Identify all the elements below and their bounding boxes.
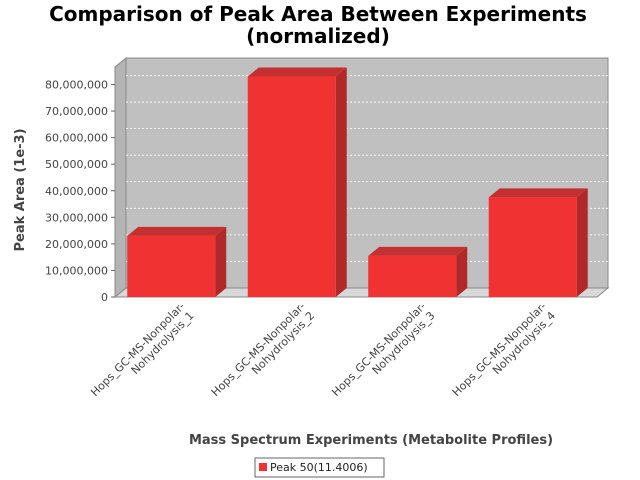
y-tick-label: 0 bbox=[101, 291, 108, 304]
bar-top bbox=[488, 188, 588, 198]
bar-front bbox=[368, 255, 457, 297]
x-tick-label: Hops_GC-MS-Nonpolar-Nohydrolysis_3 bbox=[329, 300, 437, 408]
y-axis: 0 10,000,000 20,000,000 30,000,000 40,000,00… bbox=[45, 67, 116, 304]
bar-front bbox=[127, 235, 216, 297]
x-axis: Hops_GC-MS-Nonpolar-Nohydrolysis_1 Hops_G… bbox=[88, 300, 558, 408]
x-tick-label-line: Hops_GC-MS-Nonpolar- bbox=[329, 300, 428, 399]
y-tick-label: 20,000,000 bbox=[45, 238, 108, 251]
x-tick-label-line: Hops_GC-MS-Nonpolar- bbox=[209, 300, 308, 399]
y-tick-label: 30,000,000 bbox=[45, 211, 108, 224]
y-tick-label: 10,000,000 bbox=[45, 264, 108, 277]
bar bbox=[368, 246, 468, 297]
bar-side bbox=[456, 246, 468, 297]
bar-front bbox=[488, 197, 577, 297]
plot-side-wall bbox=[114, 56, 127, 299]
y-axis-label: Peak Area (1e-3) bbox=[13, 128, 28, 251]
legend-swatch bbox=[259, 463, 267, 471]
legend: Peak 50(11.4006) bbox=[254, 457, 385, 478]
legend-box bbox=[254, 457, 385, 478]
x-tick-label-line: Hops_GC-MS-Nonpolar- bbox=[88, 300, 187, 399]
bar-side bbox=[335, 67, 347, 297]
bar bbox=[247, 67, 347, 297]
y-tick-label: 50,000,000 bbox=[45, 158, 108, 171]
chart-title: Comparison of Peak Area Between Experime… bbox=[49, 2, 587, 26]
bar bbox=[488, 188, 588, 297]
bar-top bbox=[368, 246, 468, 256]
x-tick-label: Hops_GC-MS-Nonpolar-Nohydrolysis_2 bbox=[209, 300, 317, 408]
y-tick-label: 80,000,000 bbox=[45, 79, 108, 92]
legend-entry: Peak 50(11.4006) bbox=[270, 461, 368, 474]
bar bbox=[127, 226, 227, 297]
y-tick-label: 70,000,000 bbox=[45, 105, 108, 118]
x-tick-label: Hops_GC-MS-Nonpolar-Nohydrolysis_4 bbox=[450, 300, 558, 408]
bar-side bbox=[215, 226, 227, 297]
x-tick-label-line: Hops_GC-MS-Nonpolar- bbox=[450, 300, 549, 399]
bar-top bbox=[127, 226, 227, 236]
bars bbox=[127, 67, 588, 297]
x-tick-label: Hops_GC-MS-Nonpolar-Nohydrolysis_1 bbox=[88, 300, 196, 408]
y-tick-label: 40,000,000 bbox=[45, 185, 108, 198]
chart-title-line2: (normalized) bbox=[246, 24, 390, 48]
x-axis-label: Mass Spectrum Experiments (Metabolite Pr… bbox=[189, 433, 553, 448]
bar-front bbox=[247, 76, 336, 297]
y-tick-label: 60,000,000 bbox=[45, 132, 108, 145]
bar-side bbox=[576, 188, 588, 297]
bar-top bbox=[247, 67, 347, 77]
